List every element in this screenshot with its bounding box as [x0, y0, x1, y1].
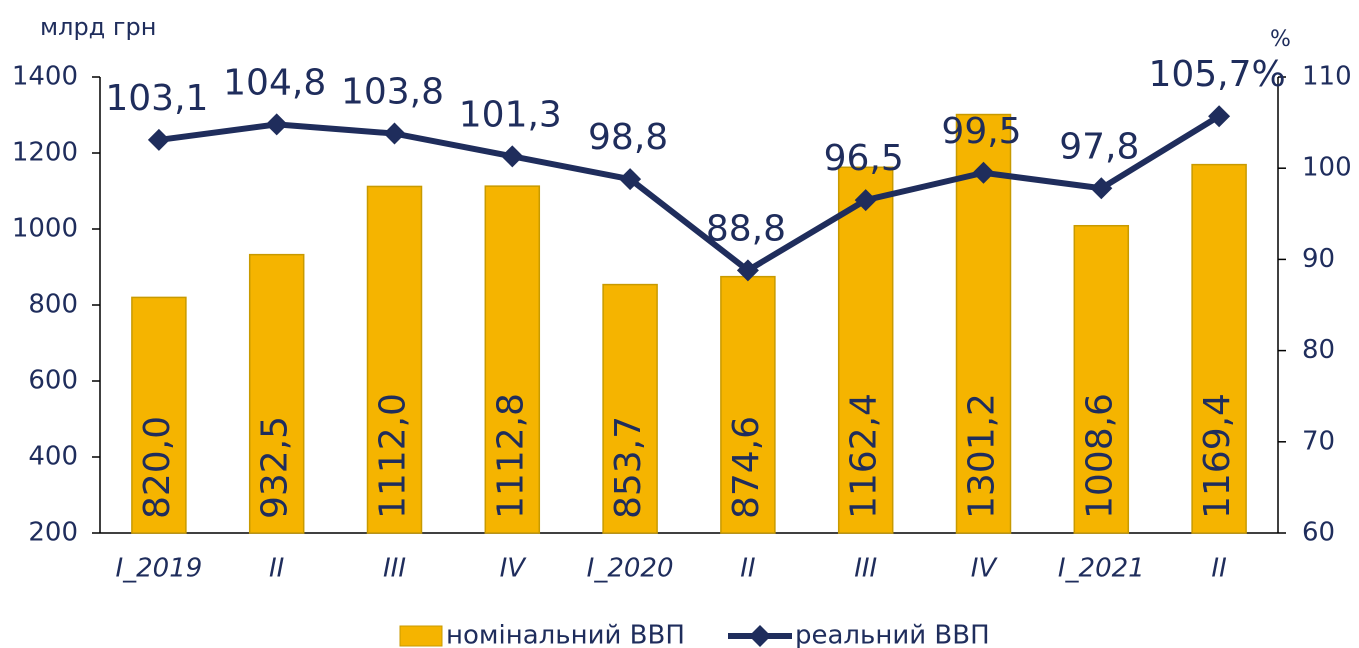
- x-tick-label: II: [740, 554, 755, 584]
- bar-value-label: 932,5: [255, 416, 296, 519]
- x-tick-label: I_2020: [587, 554, 674, 584]
- line-marker: [501, 145, 524, 168]
- bar: [248, 253, 305, 534]
- bar: [955, 113, 1012, 534]
- line-value-label: 101,3: [459, 94, 562, 135]
- bar: [1073, 224, 1130, 534]
- line-value-label: 104,8: [223, 62, 326, 103]
- bar: [837, 166, 894, 534]
- y-tick-label: 200: [28, 518, 78, 548]
- bar-value-label: 1162,4: [844, 393, 885, 519]
- bar: [602, 283, 658, 534]
- y-tick-label: 1400: [12, 62, 78, 92]
- line-value-label: 103,1: [105, 78, 208, 119]
- x-tick-label: I_2021: [1058, 554, 1145, 584]
- y-axis-label: млрд грн: [40, 13, 156, 41]
- y-tick-label: 1200: [12, 138, 78, 168]
- x-tick-label: III: [383, 554, 406, 584]
- bar: [131, 296, 187, 534]
- bar-value-label: 1112,8: [490, 393, 531, 519]
- y2-tick-label: 70: [1302, 426, 1335, 456]
- bar-value-label: 853,7: [608, 416, 649, 519]
- line-value-label: 103,8: [341, 72, 444, 113]
- line-value-label: 98,8: [588, 117, 668, 158]
- y-tick-label: 1000: [12, 214, 78, 244]
- x-tick-label: II: [269, 554, 284, 584]
- bar: [484, 185, 541, 534]
- line-marker: [736, 259, 759, 282]
- x-tick-label: III: [854, 554, 877, 584]
- bar: [366, 185, 423, 534]
- legend-swatch: [399, 625, 443, 647]
- bar: [1191, 163, 1247, 534]
- y-tick-label: 800: [28, 290, 78, 320]
- legend-label: реальний ВВП: [795, 621, 990, 648]
- line-value-label: 99,5: [941, 111, 1021, 152]
- bar-value-label: 1112,0: [373, 393, 414, 519]
- line-value-label: 97,8: [1059, 126, 1139, 167]
- x-tick-label: II: [1211, 554, 1226, 584]
- line-marker: [972, 161, 995, 184]
- y-tick-label: 400: [28, 442, 78, 472]
- line-marker: [383, 122, 406, 145]
- legend-marker: [749, 625, 771, 647]
- x-tick-label: I_2019: [115, 554, 202, 584]
- line-marker: [1090, 177, 1113, 200]
- line-marker: [265, 113, 288, 136]
- y2-axis-label: %: [1270, 27, 1291, 52]
- line: [158, 113, 1221, 274]
- line-value-label: 88,8: [706, 208, 786, 249]
- line-marker: [147, 128, 170, 151]
- line-marker: [854, 189, 877, 212]
- x-tick-label: IV: [971, 554, 999, 584]
- bar-value-label: 1301,2: [962, 393, 1003, 519]
- y2-tick-label: 100: [1302, 153, 1352, 183]
- x-tick-label: IV: [500, 554, 528, 584]
- line-marker: [619, 168, 642, 191]
- y2-tick-label: 110: [1302, 62, 1352, 92]
- bar: [720, 275, 776, 534]
- line-value-label: 105,7%: [1148, 54, 1285, 95]
- bar-value-label: 1169,4: [1197, 393, 1238, 519]
- bar-value-label: 1008,6: [1079, 393, 1120, 519]
- line-marker: [1208, 105, 1231, 128]
- y2-tick-label: 60: [1302, 518, 1335, 548]
- line-value-label: 96,5: [824, 138, 904, 179]
- bar-value-label: 820,0: [137, 416, 178, 519]
- legend-label: номінальний ВВП: [446, 621, 685, 648]
- bar-value-label: 874,6: [726, 416, 767, 519]
- y2-tick-label: 80: [1302, 335, 1335, 365]
- y2-tick-label: 90: [1302, 244, 1335, 274]
- y-tick-label: 600: [28, 366, 78, 396]
